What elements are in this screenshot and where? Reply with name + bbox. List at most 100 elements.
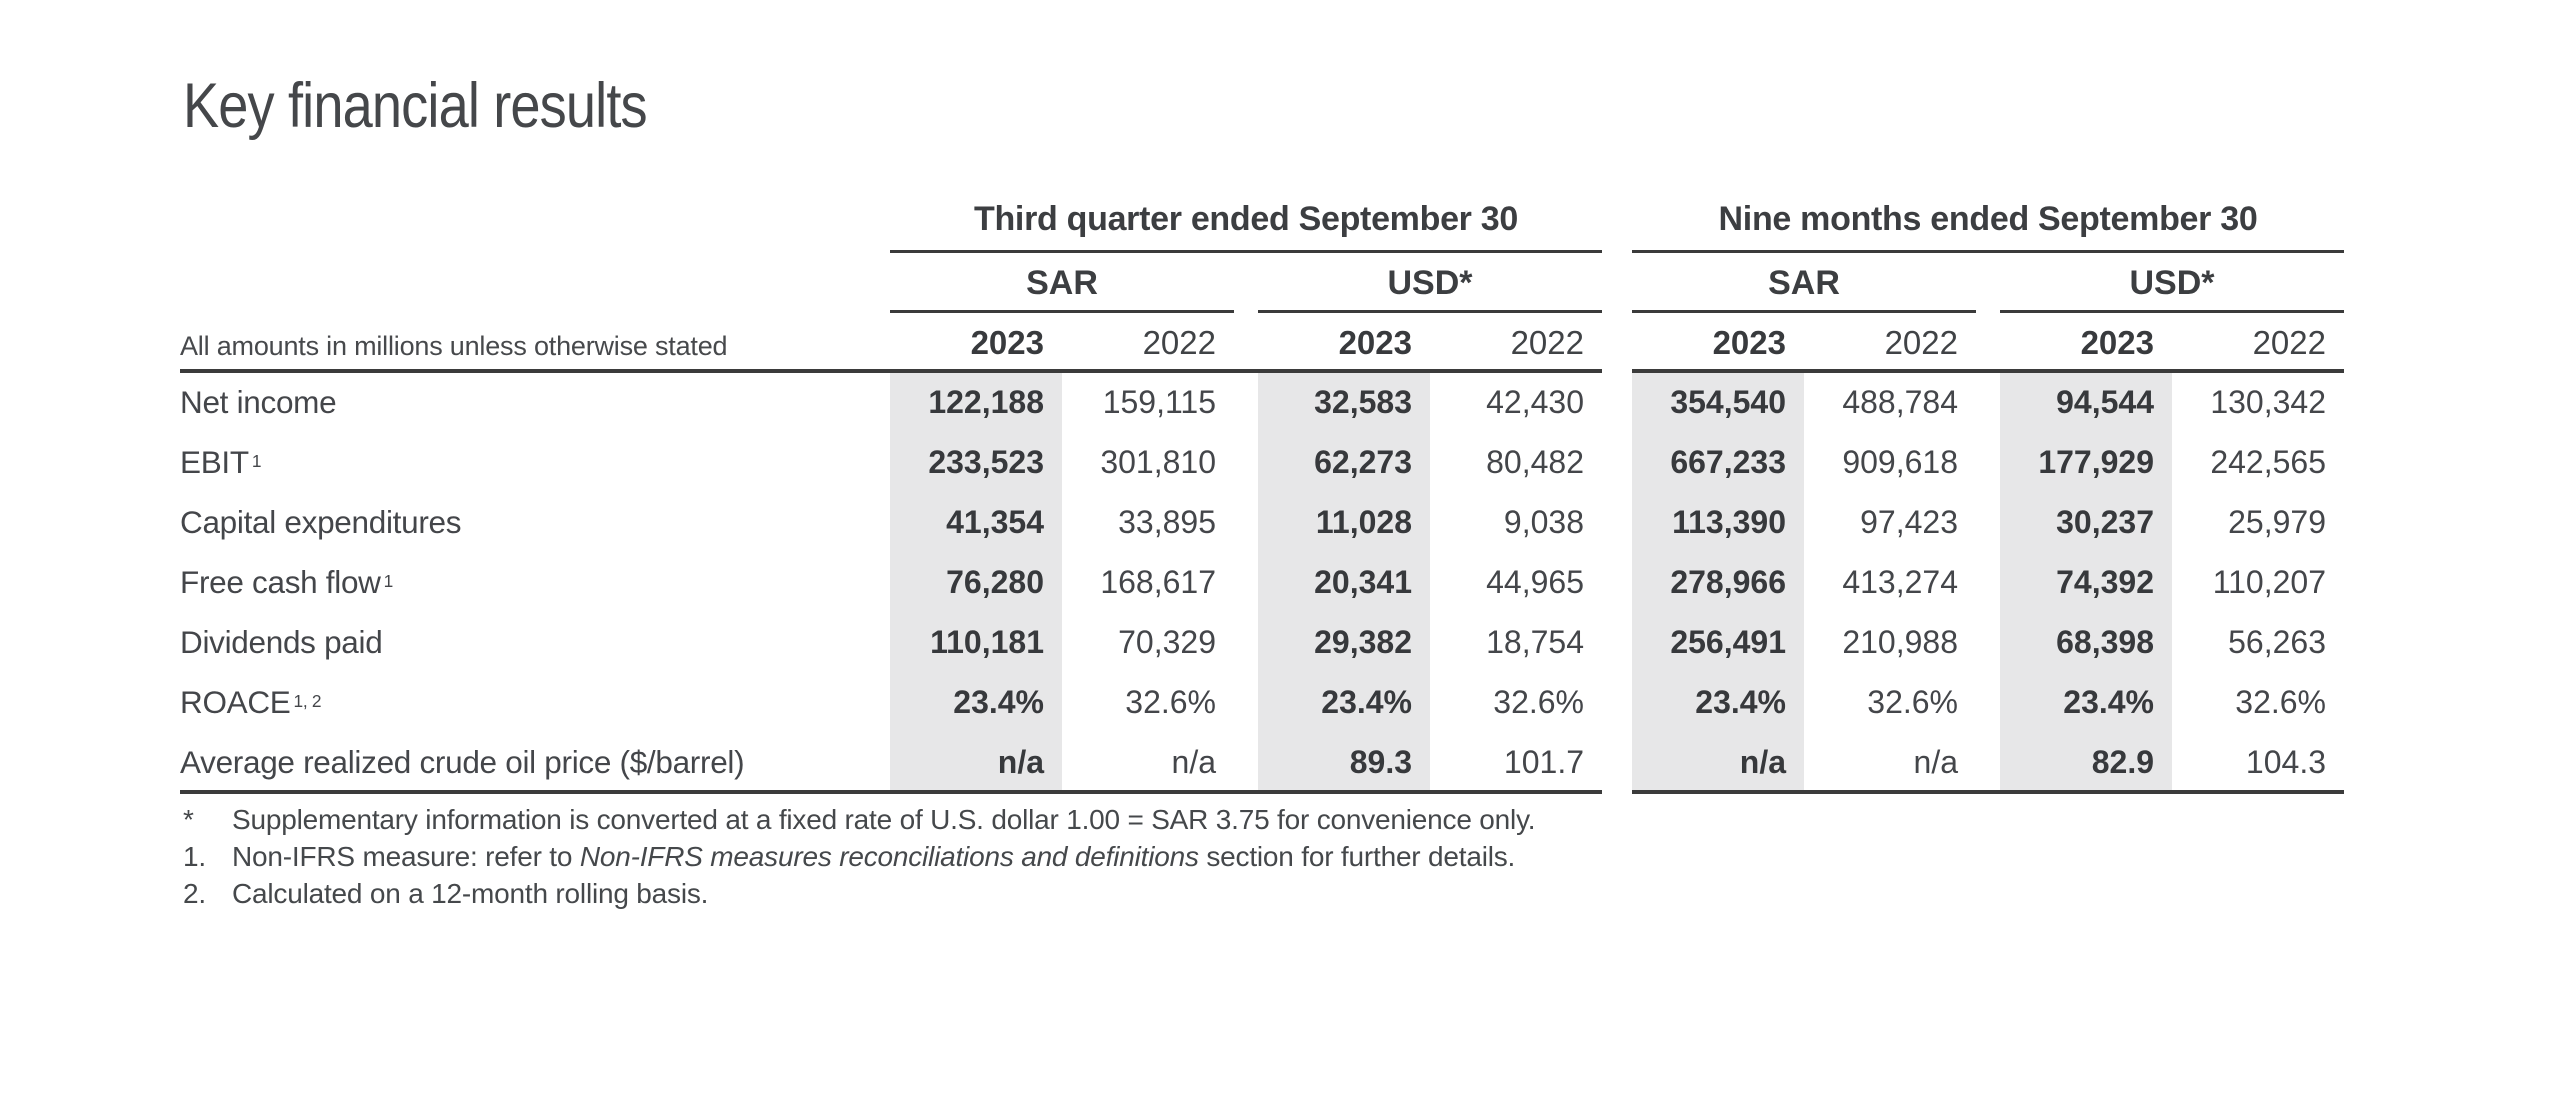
row-label-text: ROACE <box>180 683 291 720</box>
cell-value: n/a <box>1171 743 1216 780</box>
rule-q3-usd-underline <box>1258 310 1602 313</box>
cell-value: 110,181 <box>930 623 1044 660</box>
cell-value: 32.6% <box>1493 683 1584 720</box>
row-label-sup: 1, 2 <box>293 691 322 712</box>
cell-value: 25,979 <box>2228 503 2326 540</box>
cell-value: 256,491 <box>1670 623 1786 660</box>
cell-value: 32.6% <box>1867 683 1958 720</box>
row-label: Capital expenditures <box>180 492 890 552</box>
cell-value: 32,583 <box>1314 383 1412 420</box>
table-grid: Third quarter ended September 30 Nine mo… <box>180 197 2344 792</box>
row-label: EBIT 1 <box>180 432 890 492</box>
row-label-text: Net income <box>180 383 337 420</box>
footnote-marker: 2. <box>183 878 206 909</box>
shade-9m-sar-2023-column <box>1632 373 1804 790</box>
currency-header-q3-sar: SAR <box>1026 263 1098 302</box>
cell-value: 32.6% <box>2235 683 2326 720</box>
footnote-text-after: section for further details. <box>1198 841 1516 872</box>
cell-value: 354,540 <box>1670 383 1786 420</box>
rule-header-bottom-right <box>1632 369 2344 373</box>
cell-value: 23.4% <box>953 683 1044 720</box>
footnote-text: Supplementary information is converted a… <box>232 801 1536 838</box>
shade-9m-usd-2023-column <box>2000 373 2172 790</box>
row-label: Net income <box>180 372 890 432</box>
cell-value: 23.4% <box>2063 683 2154 720</box>
shade-q3-usd-2023-column <box>1258 373 1430 790</box>
row-label: Dividends paid <box>180 612 890 672</box>
year-header-2022: 2022 <box>1884 324 1958 361</box>
shade-q3-sar-2023-column <box>890 373 1062 790</box>
footnote-asterisk: * Supplementary information is converted… <box>183 801 1536 838</box>
rule-9m-group-underline <box>1632 250 2344 253</box>
cell-value: 159,115 <box>1102 383 1216 420</box>
cell-value: 76,280 <box>946 563 1044 600</box>
cell-value: 70,329 <box>1118 623 1216 660</box>
footnote-2: 2. Calculated on a 12-month rolling basi… <box>183 875 1535 912</box>
cell-value: 488,784 <box>1842 383 1958 420</box>
cell-value: 20,341 <box>1314 563 1412 600</box>
rule-9m-sar-underline <box>1632 310 1976 313</box>
cell-value: 62,273 <box>1314 443 1412 480</box>
footnote-text: Calculated on a 12-month rolling basis. <box>232 875 708 912</box>
cell-value: 242,565 <box>2210 443 2326 480</box>
cell-value: 94,544 <box>2056 383 2154 420</box>
cell-value: n/a <box>1739 743 1786 780</box>
row-label-text: Average realized crude oil price ($/barr… <box>180 743 745 780</box>
currency-header-9m-sar: SAR <box>1768 263 1840 302</box>
cell-value: 301,810 <box>1100 443 1216 480</box>
cell-value: 667,233 <box>1670 443 1786 480</box>
footnotes: * Supplementary information is converted… <box>183 801 1536 912</box>
group-header-nine-months: Nine months ended September 30 <box>1718 200 2258 238</box>
cell-value: n/a <box>1913 743 1958 780</box>
row-label: Average realized crude oil price ($/barr… <box>180 732 890 792</box>
cell-value: 110,207 <box>2212 563 2326 600</box>
cell-value: 130,342 <box>2210 383 2326 420</box>
cell-value: 11,028 <box>1315 503 1412 540</box>
cell-value: 278,966 <box>1670 563 1786 600</box>
footnote-text-italic: Non-IFRS measures reconciliations and de… <box>579 841 1199 872</box>
cell-value: 18,754 <box>1486 623 1584 660</box>
row-label-text: EBIT <box>180 443 249 480</box>
year-header-2022: 2022 <box>2252 324 2326 361</box>
rule-table-bottom-left <box>180 790 1602 794</box>
cell-value: 23.4% <box>1695 683 1786 720</box>
page-title: Key financial results <box>183 71 648 141</box>
year-header-2022: 2022 <box>1142 324 1216 361</box>
cell-value: 97,423 <box>1860 503 1958 540</box>
rule-q3-group-underline <box>890 250 1602 253</box>
cell-value: 122,188 <box>928 383 1044 420</box>
row-label: ROACE 1, 2 <box>180 672 890 732</box>
year-header-2023: 2023 <box>970 324 1044 361</box>
cell-value: 44,965 <box>1486 563 1584 600</box>
group-header-third-quarter: Third quarter ended September 30 <box>974 200 1518 238</box>
currency-header-q3-usd: USD* <box>1387 263 1473 302</box>
footnote-text-before: Supplementary information is converted a… <box>232 804 1536 835</box>
footnote-text-before: Calculated on a 12-month rolling basis. <box>232 878 709 909</box>
footnote-marker: * <box>183 804 194 835</box>
rule-table-bottom-right <box>1632 790 2344 794</box>
cell-value: 56,263 <box>2228 623 2326 660</box>
cell-value: 113,390 <box>1672 503 1786 540</box>
key-financial-results-table: Third quarter ended September 30 Nine mo… <box>180 197 2344 796</box>
row-label-sup: 1 <box>383 571 394 592</box>
cell-value: 104.3 <box>2245 743 2326 780</box>
cell-value: 89.3 <box>1349 743 1412 780</box>
rule-q3-sar-underline <box>890 310 1234 313</box>
cell-value: 74,392 <box>2056 563 2154 600</box>
row-label-text: Dividends paid <box>180 623 383 660</box>
cell-value: 233,523 <box>928 443 1044 480</box>
currency-header-9m-usd: USD* <box>2129 263 2215 302</box>
year-header-2023: 2023 <box>1712 324 1786 361</box>
row-label-sup: 1 <box>251 451 262 472</box>
cell-value: 30,237 <box>2056 503 2154 540</box>
year-header-2023: 2023 <box>1338 324 1412 361</box>
cell-value: 909,618 <box>1842 443 1958 480</box>
row-label-text: Capital expenditures <box>180 503 462 540</box>
rule-9m-usd-underline <box>2000 310 2344 313</box>
cell-value: 168,617 <box>1100 563 1216 600</box>
cell-value: 82.9 <box>2091 743 2154 780</box>
footnote-text: Non-IFRS measure: refer to Non-IFRS meas… <box>232 838 1515 875</box>
cell-value: 9,038 <box>1503 503 1584 540</box>
footnote-text-before: Non-IFRS measure: refer to <box>232 841 580 872</box>
